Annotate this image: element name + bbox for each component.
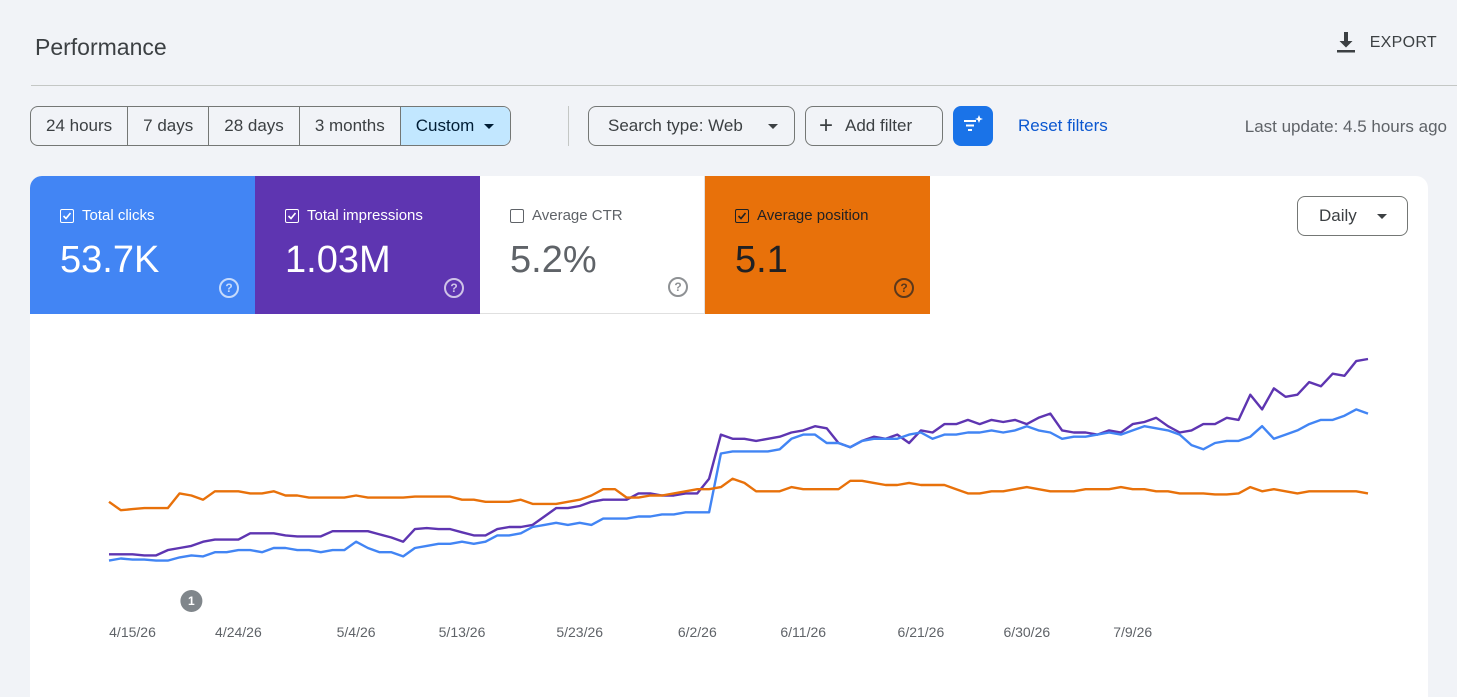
x-tick-label: 6/21/26 xyxy=(898,624,945,640)
range-3-months[interactable]: 3 months xyxy=(300,107,401,145)
checkbox-checked-icon[interactable] xyxy=(60,208,74,223)
dropdown-arrow-icon xyxy=(484,123,495,129)
granularity-dropdown[interactable]: Daily xyxy=(1297,196,1408,236)
range-label: Custom xyxy=(415,116,475,135)
performance-card: 4/15/26 4/24/26 5/4/26 5/13/26 5/23/26 6/2/26… xyxy=(30,176,1428,697)
metric-label: Average position xyxy=(757,207,869,224)
metric-average-position[interactable]: Average position 5.1 ? xyxy=(705,176,930,314)
help-icon[interactable]: ? xyxy=(219,278,239,298)
last-update-text: Last update: 4.5 hours ago xyxy=(1244,117,1447,136)
metric-label-row: Average CTR xyxy=(510,207,623,224)
dropdown-arrow-icon xyxy=(1377,213,1387,219)
x-tick-label: 4/24/26 xyxy=(215,624,262,640)
header-divider xyxy=(31,85,1457,86)
annotation-label: 1 xyxy=(188,594,195,608)
impressions-series-line xyxy=(109,357,1369,557)
x-tick-label: 6/11/26 xyxy=(780,624,826,640)
reset-filters-link[interactable]: Reset filters xyxy=(1018,116,1108,135)
range-28-days[interactable]: 28 days xyxy=(209,107,300,145)
download-icon xyxy=(1336,32,1356,54)
checkbox-unchecked-icon[interactable] xyxy=(510,208,524,223)
clicks-series-line xyxy=(108,408,1369,562)
x-tick-label: 5/23/26 xyxy=(556,624,603,640)
date-range-selector: 24 hours 7 days 28 days 3 months Custom xyxy=(30,106,512,146)
metric-label-row: Average position xyxy=(735,207,868,224)
metric-label: Total clicks xyxy=(82,207,155,224)
dropdown-arrow-icon xyxy=(768,123,778,129)
export-label: EXPORT xyxy=(1369,34,1437,51)
range-custom[interactable]: Custom xyxy=(400,107,511,145)
x-tick-label: 6/30/26 xyxy=(1003,624,1050,640)
export-button[interactable]: EXPORT xyxy=(1336,32,1437,54)
plus-icon: + xyxy=(819,112,834,139)
help-icon[interactable]: ? xyxy=(444,278,464,298)
metric-label-row: Total clicks xyxy=(60,207,155,224)
annotation-marker[interactable] xyxy=(180,590,203,612)
checkbox-checked-icon[interactable] xyxy=(735,208,749,223)
range-24-hours[interactable]: 24 hours xyxy=(31,107,129,145)
x-tick-label: 4/15/26 xyxy=(109,624,156,640)
search-type-label: Search type: Web xyxy=(608,116,743,135)
checkbox-checked-icon[interactable] xyxy=(285,208,299,223)
granularity-label: Daily xyxy=(1319,206,1357,225)
metric-total-clicks[interactable]: Total clicks 53.7K ? xyxy=(30,176,255,314)
range-label: 28 days xyxy=(224,116,284,135)
help-icon[interactable]: ? xyxy=(894,278,914,298)
metric-label: Total impressions xyxy=(307,207,423,224)
metric-label: Average CTR xyxy=(532,207,623,224)
x-tick-label: 5/13/26 xyxy=(439,624,486,640)
x-tick-label: 7/9/26 xyxy=(1113,624,1152,640)
metric-value: 1.03M xyxy=(285,239,391,281)
metric-value: 5.1 xyxy=(735,239,788,281)
metric-average-ctr[interactable]: Average CTR 5.2% ? xyxy=(480,176,705,314)
position-series-line xyxy=(108,477,1369,512)
search-type-dropdown[interactable]: Search type: Web xyxy=(588,106,795,146)
page-title: Performance xyxy=(35,34,167,60)
range-7-days[interactable]: 7 days xyxy=(128,107,210,145)
metric-value: 5.2% xyxy=(510,239,597,281)
help-icon[interactable]: ? xyxy=(668,277,688,297)
x-tick-label: 6/2/26 xyxy=(678,624,717,640)
range-label: 3 months xyxy=(314,116,385,135)
ai-filter-button[interactable] xyxy=(953,106,993,146)
range-label: 24 hours xyxy=(46,116,113,135)
add-filter-button[interactable]: + Add filter xyxy=(805,106,943,146)
metric-label-row: Total impressions xyxy=(285,207,423,224)
x-tick-label: 5/4/26 xyxy=(337,624,376,640)
range-label: 7 days xyxy=(143,116,194,135)
sparkle-filter-icon xyxy=(962,114,984,139)
toolbar-separator xyxy=(568,106,569,146)
add-filter-label: Add filter xyxy=(845,116,913,135)
metric-total-impressions[interactable]: Total impressions 1.03M ? xyxy=(255,176,480,314)
performance-chart: 4/15/26 4/24/26 5/4/26 5/13/26 5/23/26 6/2/26… xyxy=(108,357,1369,640)
metric-value: 53.7K xyxy=(60,239,160,281)
